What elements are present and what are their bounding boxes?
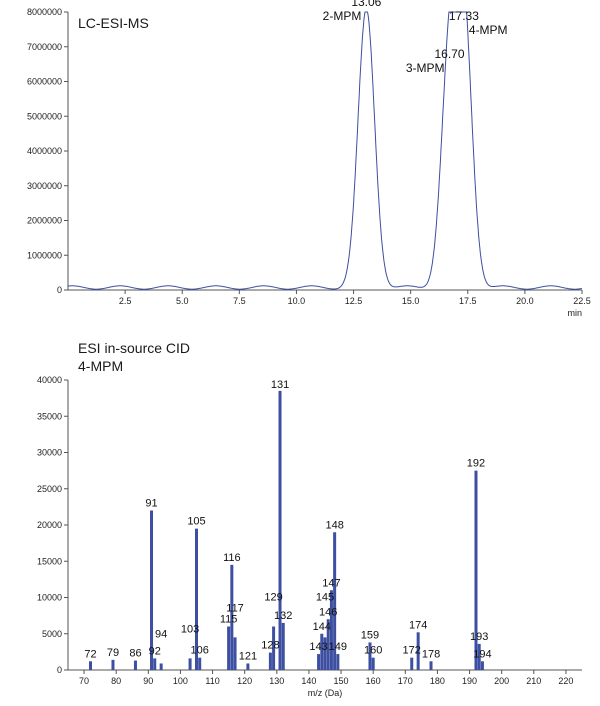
svg-text:160: 160 xyxy=(364,645,382,657)
svg-text:4000000: 4000000 xyxy=(27,146,62,156)
svg-text:86: 86 xyxy=(129,648,141,660)
svg-text:103: 103 xyxy=(181,623,199,635)
ms-title-2: 4-MPM xyxy=(78,358,123,374)
svg-text:20000: 20000 xyxy=(37,520,62,530)
svg-text:5000000: 5000000 xyxy=(27,111,62,121)
svg-text:145: 145 xyxy=(316,591,334,603)
svg-text:148: 148 xyxy=(325,519,343,531)
svg-text:12.5: 12.5 xyxy=(345,296,363,306)
svg-text:72: 72 xyxy=(84,648,96,660)
svg-text:116: 116 xyxy=(223,552,241,564)
svg-text:30000: 30000 xyxy=(37,448,62,458)
svg-text:194: 194 xyxy=(473,648,491,660)
svg-text:2.5: 2.5 xyxy=(119,296,132,306)
svg-text:200: 200 xyxy=(494,676,509,686)
svg-text:17.33: 17.33 xyxy=(449,9,479,23)
svg-text:210: 210 xyxy=(526,676,541,686)
ms-panel: ESI in-source CID 4-MPM 0 5000 10000 15000 2… xyxy=(8,330,592,700)
svg-text:172: 172 xyxy=(403,645,421,657)
svg-text:178: 178 xyxy=(422,648,440,660)
svg-text:5.0: 5.0 xyxy=(176,296,189,306)
svg-text:10.0: 10.0 xyxy=(288,296,306,306)
svg-text:140: 140 xyxy=(301,676,316,686)
svg-text:220: 220 xyxy=(558,676,573,686)
svg-text:0: 0 xyxy=(57,665,62,675)
svg-text:100: 100 xyxy=(173,676,188,686)
svg-text:146: 146 xyxy=(319,606,337,618)
svg-text:94: 94 xyxy=(155,628,167,640)
svg-text:22.5: 22.5 xyxy=(573,296,591,306)
svg-text:117: 117 xyxy=(226,602,244,614)
svg-text:1000000: 1000000 xyxy=(27,250,62,260)
svg-text:180: 180 xyxy=(430,676,445,686)
svg-text:147: 147 xyxy=(322,577,340,589)
svg-text:10000: 10000 xyxy=(37,593,62,603)
svg-text:15.0: 15.0 xyxy=(402,296,420,306)
svg-text:92: 92 xyxy=(149,645,161,657)
ms-title-1: ESI in-source CID xyxy=(78,340,190,356)
svg-text:105: 105 xyxy=(187,516,205,528)
svg-text:7.5: 7.5 xyxy=(233,296,246,306)
svg-text:144: 144 xyxy=(313,621,331,633)
svg-text:91: 91 xyxy=(145,498,157,510)
lc-title: LC-ESI-MS xyxy=(78,15,149,31)
svg-text:131: 131 xyxy=(271,379,289,391)
svg-text:160: 160 xyxy=(366,676,381,686)
svg-text:115: 115 xyxy=(220,614,238,626)
svg-text:16.70: 16.70 xyxy=(434,47,464,61)
lc-chromatogram-svg: 0 1000000 2000000 3000000 4000000 5000000 6000… xyxy=(8,0,592,320)
svg-text:110: 110 xyxy=(205,676,219,686)
svg-text:159: 159 xyxy=(361,629,379,641)
svg-text:70: 70 xyxy=(79,676,89,686)
svg-text:15000: 15000 xyxy=(37,556,62,566)
svg-text:5000: 5000 xyxy=(42,629,62,639)
svg-text:129: 129 xyxy=(264,592,282,604)
svg-text:149: 149 xyxy=(329,641,347,653)
svg-text:35000: 35000 xyxy=(37,411,62,421)
svg-text:192: 192 xyxy=(467,458,485,470)
svg-text:7000000: 7000000 xyxy=(27,42,62,52)
svg-text:40000: 40000 xyxy=(37,375,62,385)
svg-text:190: 190 xyxy=(462,676,477,686)
svg-text:174: 174 xyxy=(409,619,427,631)
svg-text:13.06: 13.06 xyxy=(351,0,381,9)
svg-text:121: 121 xyxy=(239,650,257,662)
svg-text:170: 170 xyxy=(398,676,413,686)
lc-chromatogram-panel: LC-ESI-MS 0 1000000 2000000 3000000 4000000 5… xyxy=(8,0,592,320)
svg-text:128: 128 xyxy=(261,640,279,652)
svg-text:min: min xyxy=(567,308,582,318)
svg-text:17.5: 17.5 xyxy=(459,296,477,306)
svg-text:6000000: 6000000 xyxy=(27,77,62,87)
svg-text:25000: 25000 xyxy=(37,484,62,494)
svg-text:8000000: 8000000 xyxy=(27,7,62,17)
svg-text:132: 132 xyxy=(274,610,292,622)
svg-text:143: 143 xyxy=(309,641,327,653)
svg-text:150: 150 xyxy=(334,676,349,686)
svg-text:4-MPM: 4-MPM xyxy=(469,23,508,37)
svg-text:2000000: 2000000 xyxy=(27,216,62,226)
svg-text:80: 80 xyxy=(111,676,121,686)
svg-text:193: 193 xyxy=(470,631,488,643)
svg-text:3-MPM: 3-MPM xyxy=(406,61,445,75)
svg-text:3000000: 3000000 xyxy=(27,181,62,191)
svg-text:2-MPM: 2-MPM xyxy=(323,9,362,23)
ms-spectrum-svg: 0 5000 10000 15000 20000 25000 30000 35000 40000… xyxy=(8,330,592,700)
svg-text:120: 120 xyxy=(237,676,252,686)
svg-text:m/z (Da): m/z (Da) xyxy=(308,688,343,698)
svg-text:0: 0 xyxy=(57,285,62,295)
svg-text:90: 90 xyxy=(143,676,153,686)
svg-text:79: 79 xyxy=(107,647,119,659)
svg-text:106: 106 xyxy=(191,645,209,657)
svg-text:20.0: 20.0 xyxy=(516,296,534,306)
svg-text:130: 130 xyxy=(269,676,284,686)
